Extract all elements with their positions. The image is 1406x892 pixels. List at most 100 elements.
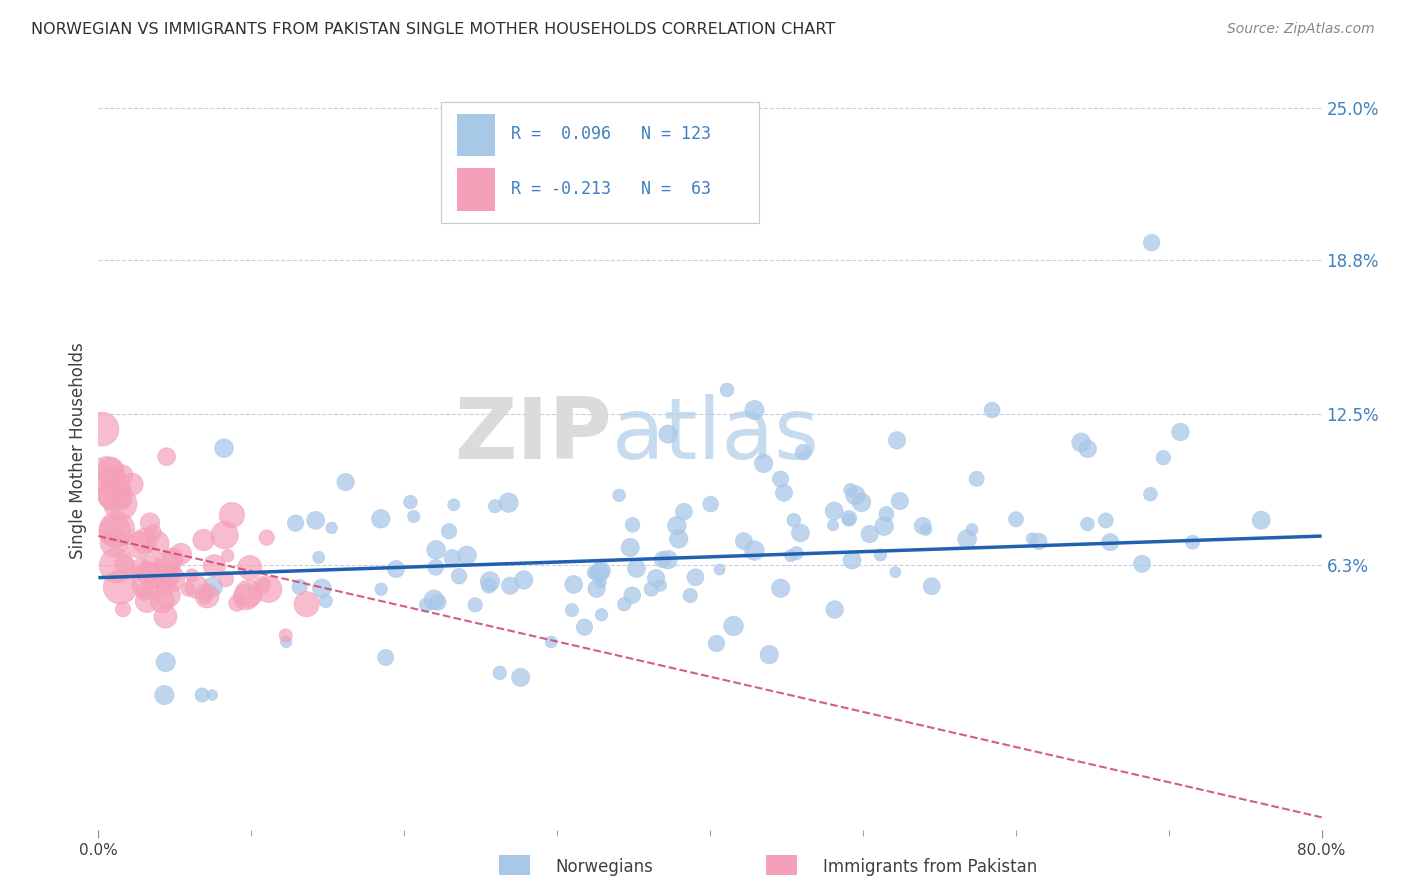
Point (156, 567, 179, 582)
Point (706, 636, 728, 650)
Point (1028, 534, 1050, 549)
Point (399, 495, 422, 509)
Point (96, 467, 118, 482)
Point (956, 532, 979, 546)
Point (162, 572, 184, 586)
Point (966, 472, 988, 486)
Point (225, 596, 247, 610)
Point (443, 498, 465, 512)
Point (90, 422, 112, 436)
Point (112, 493, 135, 508)
Point (574, 620, 596, 634)
Point (859, 527, 882, 541)
Point (141, 574, 163, 589)
Point (415, 598, 437, 612)
Point (1140, 235, 1163, 250)
Point (685, 570, 707, 584)
Point (464, 598, 486, 612)
Point (823, 518, 845, 533)
Point (156, 450, 179, 464)
Point (201, 688, 224, 702)
Point (792, 445, 814, 459)
Point (295, 597, 318, 611)
Point (484, 500, 506, 514)
Point (155, 655, 177, 669)
Text: NORWEGIAN VS IMMIGRANTS FROM PAKISTAN SINGLE MOTHER HOUSEHOLDS CORRELATION CHART: NORWEGIAN VS IMMIGRANTS FROM PAKISTAN SI… (31, 22, 835, 37)
Point (104, 524, 127, 538)
Point (311, 582, 333, 596)
Point (134, 578, 156, 592)
Point (110, 497, 132, 511)
Point (101, 471, 124, 485)
Point (447, 569, 470, 583)
Point (214, 528, 236, 542)
Point (195, 586, 218, 600)
Point (873, 519, 896, 533)
Point (851, 495, 873, 509)
Point (561, 603, 583, 617)
Point (824, 602, 846, 616)
Point (238, 586, 260, 600)
Point (1077, 442, 1099, 456)
Point (370, 512, 392, 526)
Point (769, 581, 792, 595)
Point (100, 463, 122, 477)
Point (869, 548, 891, 562)
Point (841, 553, 863, 567)
Text: Source: ZipAtlas.com: Source: ZipAtlas.com (1227, 22, 1375, 37)
Point (626, 561, 648, 575)
Point (315, 594, 337, 608)
Point (613, 597, 636, 611)
Point (437, 524, 460, 539)
Point (657, 552, 679, 566)
Point (823, 504, 845, 518)
Point (256, 531, 278, 545)
Point (744, 543, 766, 558)
Point (789, 525, 811, 540)
Point (194, 591, 217, 605)
Point (752, 457, 775, 471)
Point (153, 578, 176, 592)
Point (758, 648, 780, 662)
Point (156, 559, 179, 574)
Point (427, 595, 450, 609)
Point (284, 516, 307, 530)
Point (215, 572, 238, 586)
Point (423, 592, 446, 607)
Point (274, 628, 297, 642)
Point (513, 573, 536, 587)
Point (1152, 450, 1174, 465)
Point (146, 536, 169, 550)
Point (156, 588, 179, 602)
Point (129, 561, 152, 575)
Point (1130, 557, 1153, 571)
Point (212, 441, 235, 455)
Point (839, 483, 862, 497)
Point (509, 670, 531, 684)
Point (193, 533, 215, 547)
Point (744, 403, 766, 417)
Point (1181, 535, 1204, 549)
Point (112, 602, 135, 616)
Point (838, 513, 860, 527)
Point (679, 589, 702, 603)
Point (733, 534, 755, 549)
Point (105, 558, 128, 573)
Point (672, 505, 695, 519)
Point (235, 590, 257, 604)
Point (645, 571, 668, 585)
Point (960, 523, 983, 537)
Point (783, 513, 806, 527)
Point (142, 525, 165, 540)
Point (589, 575, 612, 590)
Point (105, 522, 128, 536)
Point (252, 578, 274, 592)
Point (195, 589, 218, 603)
Point (155, 609, 177, 624)
Point (498, 495, 520, 509)
Point (607, 488, 630, 502)
Point (202, 558, 225, 573)
Point (1094, 513, 1116, 527)
Point (370, 582, 392, 597)
Point (191, 688, 214, 702)
